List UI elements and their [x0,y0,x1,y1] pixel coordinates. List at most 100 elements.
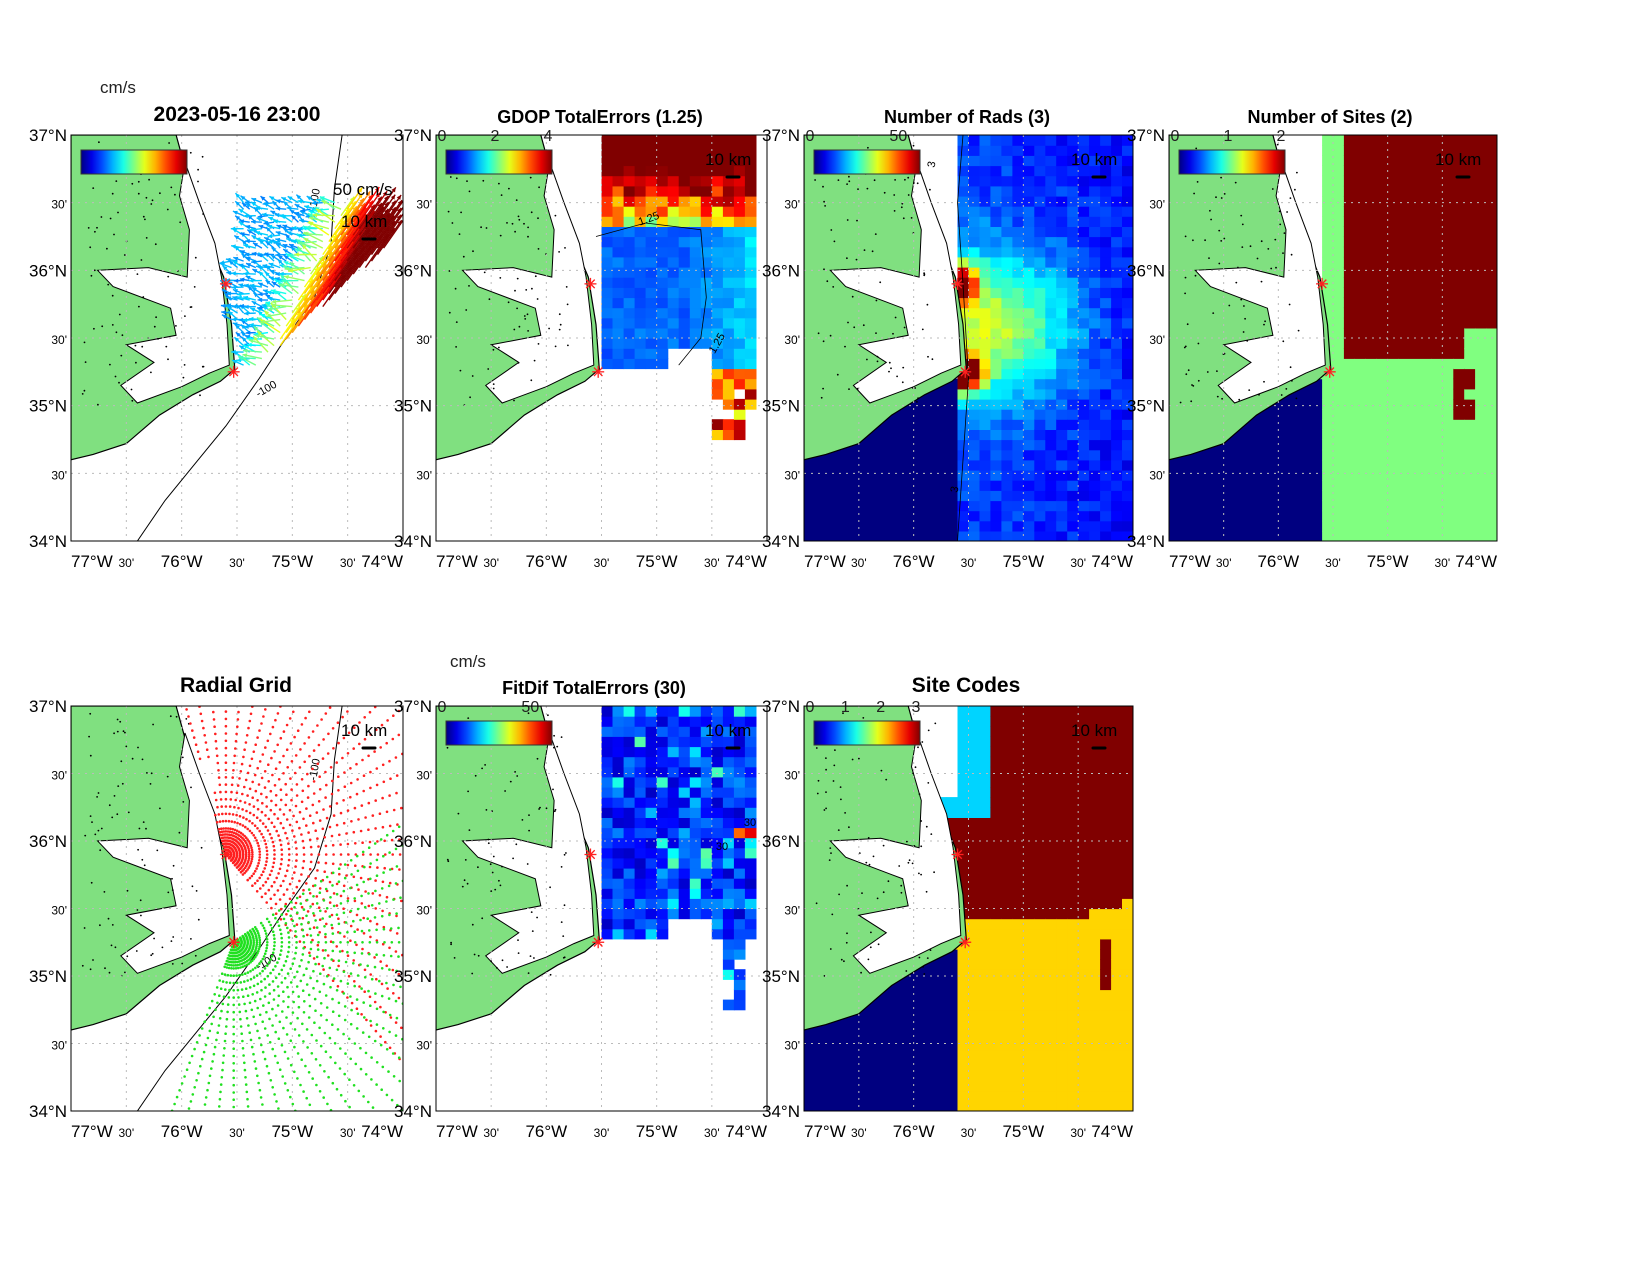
grid-cell [1322,409,1334,420]
colorbar-tick-label: 2 [491,128,500,145]
radial-grid-point-site1 [386,987,389,990]
current-vector-head [247,286,253,291]
grid-cell [1464,226,1476,238]
radial-grid-point-site1 [248,853,251,856]
grid-cell [689,145,702,156]
radial-grid-point-site2 [294,951,297,955]
radial-grid-point-site1 [342,799,345,802]
grid-cell [667,277,680,288]
current-vector-head [319,196,325,201]
grid-cell [1089,327,1101,339]
grid-cell [1475,206,1487,217]
radial-grid-point-site1 [250,848,254,852]
grid-cell [634,338,647,349]
current-vector-head [234,337,240,342]
grid-cell [1365,358,1378,370]
grid-cell [744,327,757,339]
grid-cell [1201,469,1214,481]
grid-cell [1179,459,1192,471]
radial-grid-point-site1 [290,798,293,802]
distance-scale-label: 10 km [1435,150,1481,169]
gdop-contour [595,222,707,366]
radial-grid-point-site2 [289,900,293,904]
grid-cell [1376,419,1389,430]
coastline-detail [904,178,906,181]
radial-grid-point-site2 [287,950,290,954]
grid-cell [678,135,691,146]
coastline-detail [108,971,111,974]
radial-grid-point-site1 [289,929,292,932]
radial-grid-point-site1 [214,732,217,736]
grid-cell [957,155,970,167]
radial-grid-point-site1 [381,763,385,767]
grid-cell [979,297,992,309]
radial-grid-point-site1 [258,856,262,859]
grid-cell [1067,368,1079,380]
grid-cell [869,510,882,522]
radial-grid-point-site1 [285,723,289,727]
radial-grid-point-site1 [385,741,389,745]
grid-cell [1365,135,1378,146]
grid-cell [1464,185,1476,197]
grid-cell [1464,388,1476,400]
grid-cell [1475,378,1487,390]
grid-cell [601,236,614,248]
radial-grid-point-site1 [238,777,241,780]
coastline-detail [142,296,145,298]
radar-site-marker [227,365,240,378]
current-vector-head [221,314,227,319]
grid-cell [1179,469,1192,481]
grid-cell [1475,307,1487,319]
coastline-detail [1285,388,1288,390]
grid-cell [623,155,636,167]
grid-cell [1398,358,1411,370]
coastline-detail [1190,400,1193,403]
grid-cell [1322,246,1334,258]
grid-cell [1486,358,1497,370]
grid-cell [1464,135,1476,146]
grid-cell [656,256,669,268]
coastline-detail [894,316,897,319]
current-vector-head [267,296,273,302]
current-vector-head [358,193,363,199]
grid-cell [1300,500,1312,512]
coastline-detail [150,203,153,205]
grid-cell [1012,216,1024,227]
grid-cell [1034,246,1046,258]
axes-box [803,134,1134,542]
grid-cell [1045,520,1057,532]
grid-cell [1100,459,1112,471]
radial-grid-point-site1 [292,814,295,818]
radial-grid-point-site2 [328,966,332,970]
grid-cell [924,439,937,451]
grid-cell [1409,348,1421,359]
radial-grid-point-site1 [224,732,228,735]
radial-grid-point-site2 [299,979,303,983]
current-vector-head [279,283,285,288]
grid-cell [1023,256,1035,268]
grid-cell [656,277,669,288]
grid-cell [1354,135,1367,146]
radial-grid-point-site1 [221,819,225,823]
grid-cell [1034,510,1046,522]
grid-cell [1420,388,1432,400]
radial-grid-point-site1 [290,788,293,791]
current-vector [376,219,403,256]
grid-cell [891,510,904,522]
grid-cell [601,195,614,207]
grid-cell [1387,348,1400,359]
radial-grid-point-site1 [307,736,311,739]
grid-cell [1398,165,1411,177]
grid-cell [1311,469,1323,481]
radial-grid-point-site1 [339,863,342,866]
grid-cell [1023,338,1035,349]
radial-grid-point-site1 [374,827,377,830]
grid-cell [667,145,680,156]
grid-cell [880,439,893,451]
grid-cell [1169,459,1181,471]
grid-cell [1420,419,1432,430]
current-vector-head [311,200,317,206]
current-vector-head [257,297,263,303]
grid-cell [744,155,757,167]
coastline-detail [1270,267,1273,270]
